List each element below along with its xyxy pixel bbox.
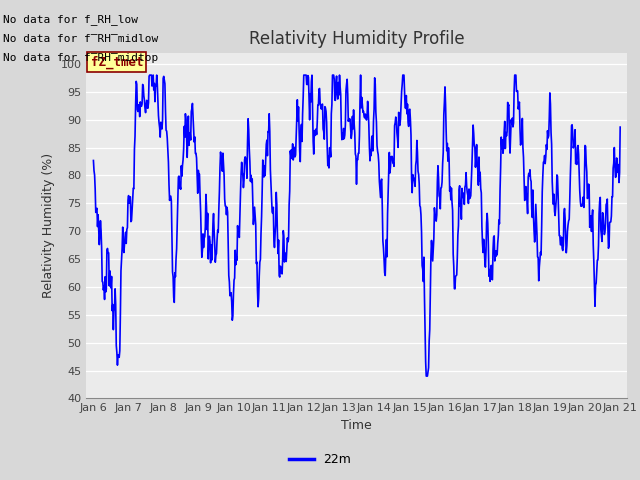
Legend: 22m: 22m [284, 448, 356, 471]
Text: fZ_tmet: fZ_tmet [91, 56, 143, 69]
Text: No data for f̅RH̅midtop: No data for f̅RH̅midtop [3, 53, 159, 63]
Title: Relativity Humidity Profile: Relativity Humidity Profile [249, 30, 465, 48]
X-axis label: Time: Time [341, 419, 372, 432]
Y-axis label: Relativity Humidity (%): Relativity Humidity (%) [42, 153, 55, 298]
Text: No data for f_RH_low: No data for f_RH_low [3, 14, 138, 25]
Text: No data for f̅RH̅midlow: No data for f̅RH̅midlow [3, 34, 159, 44]
